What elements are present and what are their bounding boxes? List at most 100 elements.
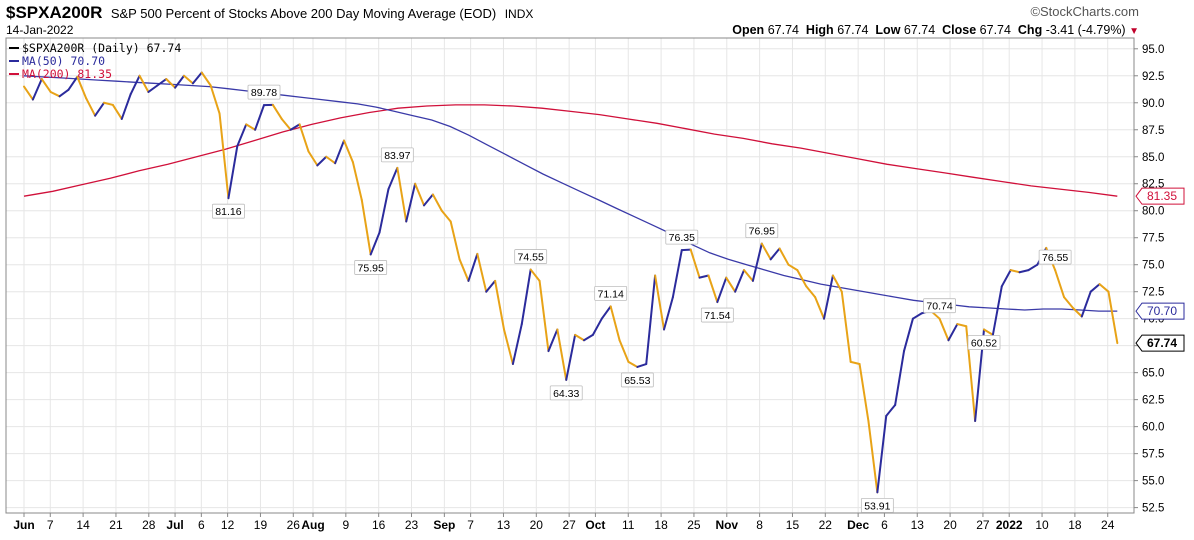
price-segment — [423, 193, 434, 207]
x-tick-label: Jul — [166, 518, 183, 532]
price-segment — [511, 323, 523, 366]
price-segment — [1107, 290, 1119, 345]
price-segment — [823, 274, 834, 320]
x-tick-label: 27 — [562, 518, 576, 532]
price-segment — [183, 74, 194, 85]
price-segment — [325, 155, 337, 165]
value-annotation: 76.55 — [1038, 249, 1072, 265]
annotation-label: 53.91 — [864, 500, 890, 512]
price-segment — [769, 247, 781, 261]
y-tick-label: 87.5 — [1142, 125, 1164, 137]
annotation-box — [514, 249, 548, 264]
exchange: INDX — [504, 7, 534, 21]
price-segment — [414, 182, 426, 207]
price-segment — [636, 363, 648, 368]
x-tick-label: 2022 — [996, 518, 1023, 532]
price-segment — [983, 328, 994, 336]
annotation-box — [860, 497, 894, 513]
price-segment — [218, 112, 230, 200]
annotation-box — [354, 260, 388, 275]
value-annotation: 53.91 — [860, 497, 894, 513]
price-segment — [67, 75, 79, 91]
price-segment — [760, 242, 772, 261]
price-segment — [787, 263, 799, 272]
price-segment — [191, 71, 203, 85]
chart-date: 14-Jan-2022 — [6, 23, 74, 37]
value-annotation: 76.95 — [745, 223, 779, 239]
price-segment — [1027, 263, 1039, 272]
price-segment — [574, 333, 586, 342]
price-segment — [485, 279, 497, 293]
price-segment — [369, 231, 381, 256]
y-tick-label: 72.5 — [1142, 287, 1164, 299]
annotation-box — [745, 223, 779, 239]
end-tag-label: 81.35 — [1147, 189, 1177, 203]
close-value: 67.74 — [979, 23, 1011, 37]
chart-description: S&P 500 Percent of Stocks Above 200 Day … — [110, 6, 497, 21]
price-segment — [831, 274, 843, 293]
annotation-label: 76.55 — [1042, 252, 1068, 264]
x-tick-label: 15 — [786, 518, 800, 532]
annotation-box — [1038, 249, 1072, 265]
price-segment — [1080, 290, 1092, 318]
price-segment — [734, 269, 746, 293]
y-tick-label: 77.5 — [1142, 233, 1164, 245]
value-annotation: 76.35 — [665, 229, 699, 245]
price-segment — [254, 104, 266, 131]
price-segment — [529, 268, 541, 282]
value-annotation: 60.52 — [967, 335, 1001, 350]
price-segment — [440, 209, 452, 223]
price-segment — [431, 193, 443, 212]
price-segment — [200, 71, 212, 87]
x-tick-label: 20 — [943, 518, 957, 532]
x-tick-label: 20 — [530, 518, 544, 532]
x-tick-label: 6 — [881, 518, 888, 532]
price-segment — [1089, 283, 1101, 293]
price-segment — [1009, 269, 1021, 274]
price-segment — [645, 274, 657, 366]
y-tick-label: 52.5 — [1142, 503, 1164, 515]
low-label: Low — [875, 23, 901, 37]
value-annotation: 81.16 — [212, 203, 245, 219]
price-segment — [458, 258, 470, 282]
grid-lines — [6, 38, 1134, 513]
price-segment — [707, 274, 719, 304]
annotation-label: 60.52 — [971, 337, 997, 349]
x-tick-label: Jun — [13, 518, 34, 532]
end-value-tag: 67.74 — [1135, 334, 1185, 352]
end-tag-box — [1135, 302, 1185, 320]
x-tick-label: 16 — [372, 518, 386, 532]
price-series — [23, 71, 1119, 494]
annotation-label: 74.55 — [518, 252, 544, 264]
x-tick-label: 7 — [467, 518, 474, 532]
price-segment — [58, 88, 70, 98]
price-segment — [503, 328, 514, 366]
x-tick-label: 21 — [109, 518, 123, 532]
value-annotation: 89.78 — [247, 84, 281, 100]
price-segment — [334, 139, 346, 165]
annotation-box — [967, 335, 1001, 350]
price-segment — [885, 404, 897, 417]
annotation-label: 76.95 — [749, 226, 775, 238]
price-segment — [565, 333, 577, 381]
price-segment — [49, 90, 61, 98]
value-annotation: 74.55 — [514, 249, 548, 264]
close-label: Close — [942, 23, 977, 37]
price-segment — [23, 85, 34, 101]
end-tag-label: 67.74 — [1147, 336, 1177, 350]
brand-logo: ©StockCharts.com — [1030, 4, 1139, 19]
end-value-tag: 81.35 — [1135, 187, 1185, 205]
y-tick-label: 65.0 — [1142, 368, 1164, 380]
price-segment — [538, 279, 550, 353]
price-segment — [583, 333, 594, 342]
price-segment — [698, 274, 710, 279]
ohlc-readout: Open 67.74 High 67.74 Low 67.74 Close 67… — [732, 23, 1139, 37]
x-tick-label: Nov — [715, 518, 738, 532]
price-segment — [227, 144, 239, 200]
price-segment — [991, 285, 1003, 336]
end-value-tag: 70.70 — [1135, 302, 1185, 320]
price-segment — [1000, 269, 1012, 288]
x-tick-label: 10 — [1035, 518, 1049, 532]
